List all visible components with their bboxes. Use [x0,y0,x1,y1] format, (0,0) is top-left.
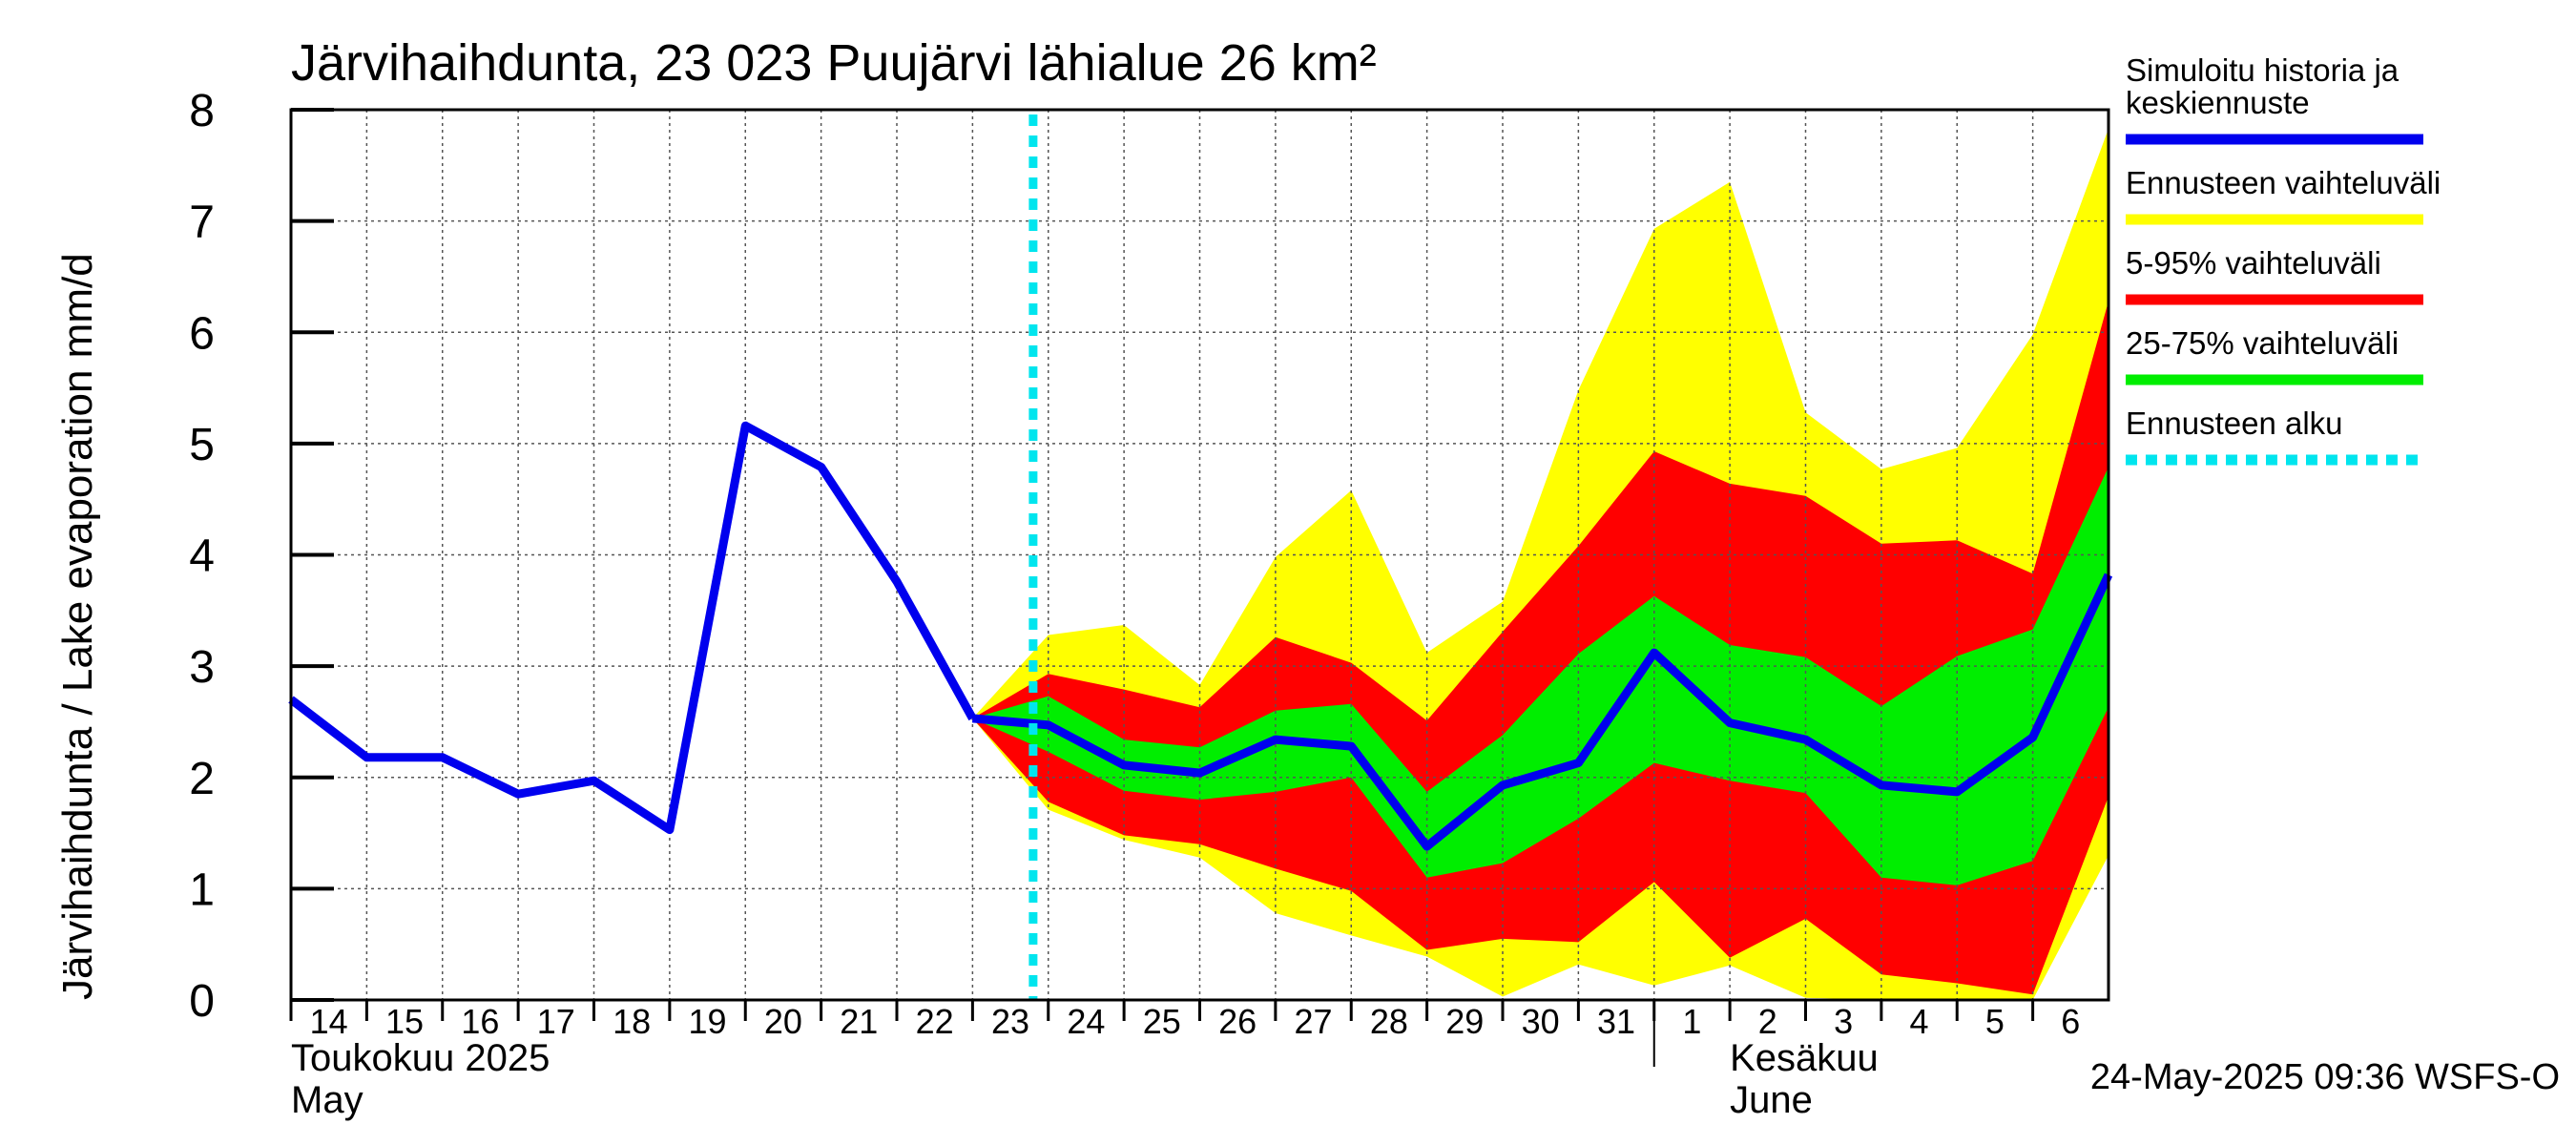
x-tick-label: 1 [1682,1002,1701,1041]
x-tick-label: 15 [385,1002,424,1041]
x-tick-label: 21 [840,1002,878,1041]
x-tick-label: 19 [689,1002,727,1041]
x-tick-label: 3 [1834,1002,1853,1041]
x-tick-label: 27 [1295,1002,1333,1041]
chart-title: Järvihaihdunta, 23 023 Puujärvi lähialue… [291,34,1377,92]
x-tick-label: 29 [1445,1002,1484,1041]
band-2 [972,301,2109,995]
x-tick-label: 2 [1758,1002,1777,1041]
legend-label: Ennusteen vaihteluväli [2126,165,2441,200]
month-label-en: June [1730,1079,1813,1121]
y-tick-label: 7 [189,198,215,248]
y-tick-label: 1 [189,864,215,915]
x-tick-label: 26 [1218,1002,1257,1041]
y-tick-label: 5 [189,420,215,470]
x-tick-label: 31 [1597,1002,1635,1041]
x-tick-label: 28 [1370,1002,1408,1041]
band-3 [972,467,2109,885]
y-tick-label: 4 [189,531,215,582]
month-label-en: May [291,1079,364,1121]
y-tick-label: 0 [189,976,215,1027]
x-tick-label: 4 [1910,1002,1929,1041]
legend-label: Simuloitu historia ja [2126,52,2399,88]
y-tick-label: 6 [189,308,215,359]
x-tick-label: 17 [537,1002,575,1041]
forecast-median-line [972,572,2113,851]
y-tick-label: 8 [189,86,215,136]
x-tick-label: 20 [764,1002,802,1041]
month-label: Kesäkuu [1730,1037,1879,1079]
data-lines [288,114,2113,1000]
x-tick-label: 23 [991,1002,1029,1041]
footer-timestamp: 24-May-2025 09:36 WSFS-O [2090,1057,2560,1097]
legend-label: 25-75% vaihteluväli [2126,325,2399,361]
history-line [288,421,977,835]
y-tick-label: 3 [189,642,215,693]
month-label: Toukokuu 2025 [291,1037,550,1079]
x-tick-label: 18 [613,1002,651,1041]
x-tick-label: 16 [461,1002,499,1041]
forecast-bands [972,128,2109,1001]
legend-label: 5-95% vaihteluväli [2126,245,2381,281]
x-tick-label: 14 [310,1002,348,1041]
legend-label: keskiennuste [2126,85,2310,120]
legend-label: Ennusteen alku [2126,406,2343,441]
y-axis-label: Järvihaihdunta / Lake evaporation mm/d [54,253,101,1000]
x-tick-label: 6 [2061,1002,2080,1041]
x-tick-label: 5 [1985,1002,2005,1041]
x-tick-label: 30 [1522,1002,1560,1041]
y-tick-label: 2 [189,754,215,804]
x-tick-label: 25 [1143,1002,1181,1041]
x-tick-label: 22 [916,1002,954,1041]
x-tick-label: 24 [1067,1002,1105,1041]
